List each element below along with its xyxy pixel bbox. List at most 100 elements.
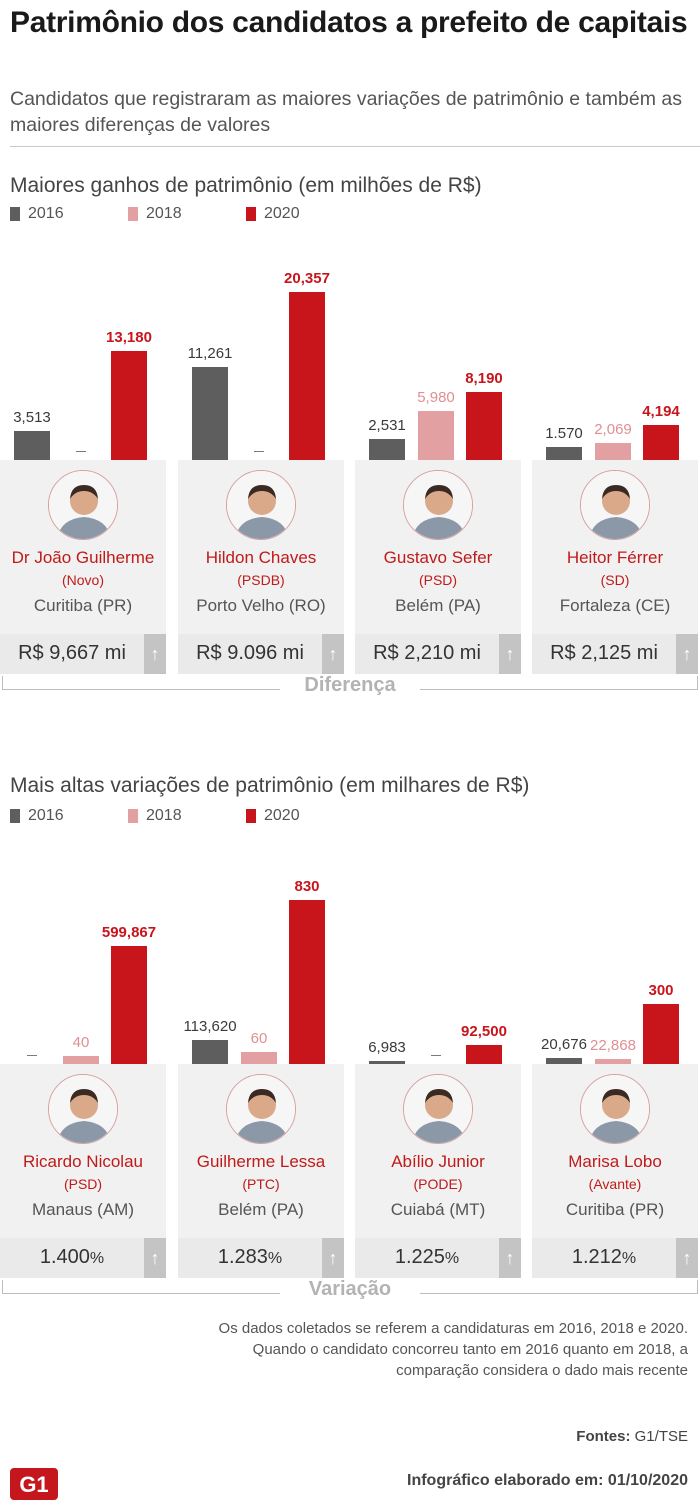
bar-2020 xyxy=(111,351,147,460)
bar-label: 8,190 xyxy=(465,370,503,388)
page-title: Patrimônio dos candidatos a prefeito de … xyxy=(10,6,688,39)
bar-label: 599,867 xyxy=(101,924,157,941)
value-percent: % xyxy=(267,1250,283,1267)
legend-label: 2018 xyxy=(146,205,182,222)
candidate-party: (PSD) xyxy=(418,572,458,588)
up-arrow-icon: ↑ xyxy=(499,634,521,674)
candidate-name: Gustavo Sefer xyxy=(383,548,493,567)
value-text: 1.225% xyxy=(355,1246,499,1269)
candidate-party: (Avante) xyxy=(588,1176,642,1192)
candidate-city: Cuiabá (MT) xyxy=(390,1200,486,1219)
candidate-city: Curitiba (PR) xyxy=(565,1200,665,1219)
candidate-city: Fortaleza (CE) xyxy=(559,596,671,615)
candidate-card: Marisa Lobo (Avante) Curitiba (PR) xyxy=(532,1064,698,1238)
bracket-line xyxy=(2,689,280,690)
value-percent: % xyxy=(444,1250,460,1267)
bar-2020 xyxy=(643,1004,679,1064)
bar-2018 xyxy=(418,410,454,460)
candidate-column: 20,676 22,868 300 Marisa Lobo (Avante) Curiti… xyxy=(532,770,698,1330)
legend-label: 2020 xyxy=(264,205,300,222)
candidate-party: (Novo) xyxy=(61,572,104,588)
bar-2018 xyxy=(595,442,631,460)
bar-label: 2,069 xyxy=(594,420,632,438)
bar-2020 xyxy=(643,425,679,460)
candidate-name: Heitor Férrer xyxy=(566,548,664,567)
legend: 2016 2018 2020 xyxy=(10,204,410,224)
bar-label: 5,980 xyxy=(417,388,455,406)
value-box: R$ 9,667 mi ↑ xyxy=(0,634,166,674)
candidate-column: 11,261 20,357 Hildon Chaves (PSDB) Porto Vel… xyxy=(178,168,344,728)
candidate-column: 1.570 2,069 4,194 Heitor Férrer (SD) Fortalez… xyxy=(532,168,698,728)
candidate-card: Ricardo Nicolau (PSD) Manaus (AM) xyxy=(0,1064,166,1238)
bar-2020 xyxy=(111,946,147,1064)
bar-2020 xyxy=(466,392,502,460)
candidate-column: 40 599,867 Ricardo Nicolau (PSD) Manaus (AM)… xyxy=(0,770,166,1330)
up-arrow-icon: ↑ xyxy=(499,1238,521,1278)
candidate-name: Abílio Junior xyxy=(391,1152,485,1171)
bar-2016 xyxy=(192,1040,228,1064)
value-text: R$ 9.096 mi xyxy=(178,642,322,665)
value-number: 1.225 xyxy=(394,1246,445,1268)
candidate-photo-icon xyxy=(49,1075,117,1143)
legend-swatch xyxy=(10,207,20,221)
bracket-left xyxy=(2,676,3,690)
section-title: Mais altas variações de patrimônio (em m… xyxy=(10,774,530,797)
section-variacoes: Mais altas variações de patrimônio (em m… xyxy=(0,770,700,1330)
section-maiores-ganhos: Maiores ganhos de patrimônio (em milhões… xyxy=(0,168,700,728)
g1-logo-text: G1 xyxy=(19,1472,48,1497)
candidate-column: 6,983 92,500 Abílio Junior (PODE) Cuiabá (MT… xyxy=(355,770,521,1330)
up-arrow-icon: ↑ xyxy=(322,1238,344,1278)
legend-label: 2020 xyxy=(264,807,300,824)
value-percent: % xyxy=(621,1250,637,1267)
notes: Os dados coletados se referem a candidat… xyxy=(88,1318,688,1381)
value-number: R$ 2,125 mi xyxy=(550,642,658,664)
value-box: 1.225% ↑ xyxy=(355,1238,521,1278)
note-line: Os dados coletados se referem a candidat… xyxy=(218,1320,688,1337)
candidate-city: Curitiba (PR) xyxy=(33,596,133,615)
value-text: R$ 2,125 mi xyxy=(532,642,676,665)
value-box: 1.212% ↑ xyxy=(532,1238,698,1278)
no-data-dash xyxy=(254,451,264,452)
bar-2016 xyxy=(369,439,405,460)
candidate-photo-icon xyxy=(581,471,649,539)
candidate-column: 2,531 5,980 8,190 Gustavo Sefer (PSD) Belém (… xyxy=(355,168,521,728)
bracket-right xyxy=(697,1280,698,1294)
candidate-party: (PTC) xyxy=(242,1176,280,1192)
candidate-name: Ricardo Nicolau xyxy=(23,1152,143,1171)
bar-2016 xyxy=(369,1061,405,1064)
legend-swatch xyxy=(246,809,256,823)
candidate-photo xyxy=(226,1074,296,1144)
value-number: 1.283 xyxy=(217,1246,268,1268)
candidate-city: Belém (PA) xyxy=(218,1200,304,1219)
value-text: 1.283% xyxy=(178,1246,322,1269)
candidate-city: Manaus (AM) xyxy=(31,1200,135,1219)
bar-label: 2,531 xyxy=(368,417,406,435)
bar-2018 xyxy=(595,1059,631,1064)
bar-label: 11,261 xyxy=(187,345,233,363)
value-number: 1.400 xyxy=(39,1246,90,1268)
candidate-card: Heitor Férrer (SD) Fortaleza (CE) xyxy=(532,460,698,634)
candidate-card: Guilherme Lessa (PTC) Belém (PA) xyxy=(178,1064,344,1238)
candidate-card: Hildon Chaves (PSDB) Porto Velho (RO) xyxy=(178,460,344,634)
bracket: Diferença xyxy=(2,674,698,696)
candidate-card: Dr João Guilherme (Novo) Curitiba (PR) xyxy=(0,460,166,634)
candidate-photo-icon xyxy=(404,1075,472,1143)
bar-2018 xyxy=(241,1052,277,1064)
bracket-right xyxy=(697,676,698,690)
bar-label: 3,513 xyxy=(13,409,51,426)
candidate-photo xyxy=(403,470,473,540)
value-text: R$ 2,210 mi xyxy=(355,642,499,665)
value-text: 1.212% xyxy=(532,1246,676,1269)
legend: 2016 2018 2020 xyxy=(10,806,410,826)
candidate-photo xyxy=(226,470,296,540)
legend-swatch xyxy=(128,207,138,221)
bracket-left xyxy=(2,1280,3,1294)
value-text: 1.400% xyxy=(0,1246,144,1269)
bar-label: 60 xyxy=(250,1030,268,1047)
candidate-photo-icon xyxy=(49,471,117,539)
page-subtitle: Candidatos que registraram as maiores va… xyxy=(10,88,682,136)
candidate-name: Marisa Lobo xyxy=(568,1152,662,1171)
note-line: Quando o candidato concorreu tanto em 20… xyxy=(252,1341,688,1358)
bar-2016 xyxy=(546,1058,582,1064)
value-box: R$ 2,210 mi ↑ xyxy=(355,634,521,674)
